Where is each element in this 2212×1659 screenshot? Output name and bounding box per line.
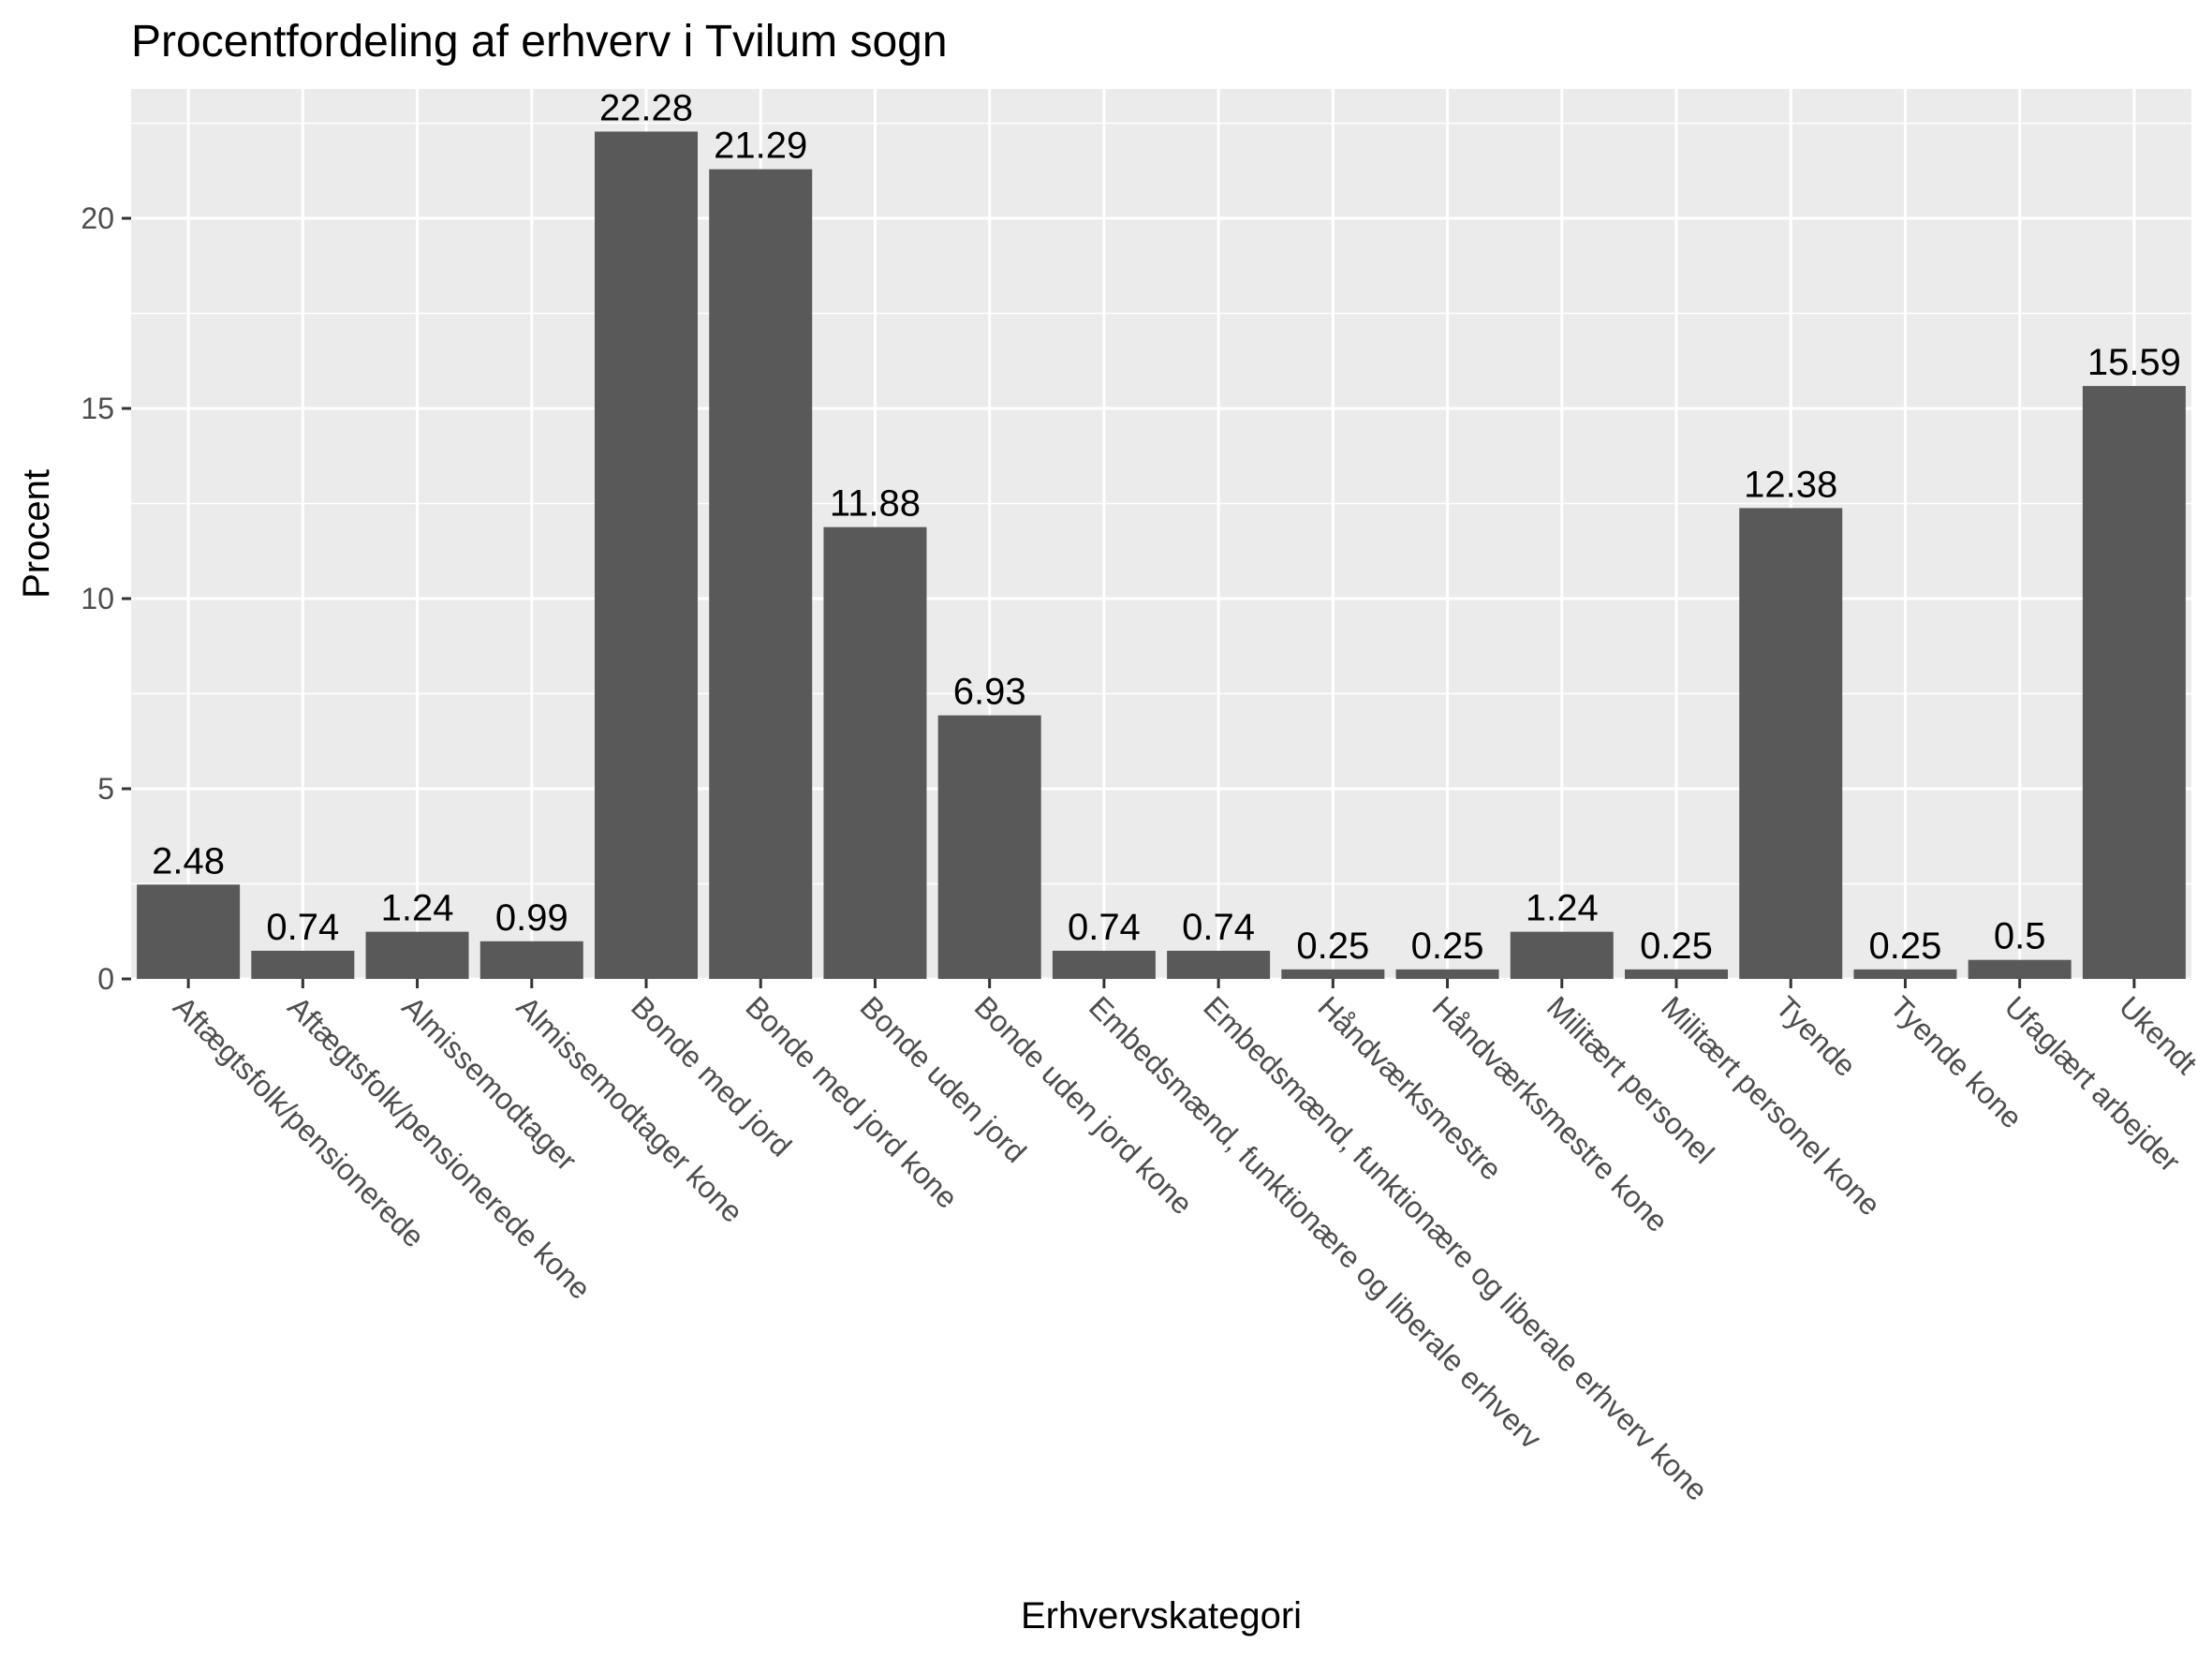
y-tick-label: 10	[81, 582, 114, 615]
y-axis: 0 5 10 15 20	[81, 201, 131, 996]
bar	[137, 884, 241, 979]
bar	[1167, 950, 1271, 979]
bar	[595, 131, 698, 979]
y-tick-label: 15	[81, 392, 114, 425]
data-labels: 2.48 0.74 1.24 0.99 22.28 21.29 11.88 6.93 0.74 0…	[152, 87, 2181, 966]
bar	[1625, 969, 1728, 979]
y-tick-label: 0	[97, 962, 114, 996]
x-tick-label: Bonde med jord kone	[739, 989, 965, 1215]
data-label: 1.24	[381, 888, 454, 929]
bar	[1395, 969, 1499, 979]
data-label: 0.74	[266, 907, 339, 948]
x-tick-label: Tyende	[1769, 989, 1863, 1083]
bar	[1739, 508, 1843, 979]
y-axis-title: Procent	[16, 469, 57, 599]
data-label: 12.38	[1744, 464, 1837, 505]
bar	[709, 169, 813, 979]
data-label: 21.29	[714, 126, 807, 167]
bar	[2082, 386, 2186, 980]
x-tick-label: Håndværksmestre kone	[1426, 989, 1675, 1238]
data-label: 0.74	[1068, 907, 1141, 948]
minor-gridlines	[131, 122, 2191, 885]
x-axis: Aftægtsfolk/pensioneredeAftægtsfolk/pens…	[167, 979, 2204, 1507]
data-label: 0.5	[1994, 916, 2046, 957]
data-label: 0.74	[1182, 907, 1255, 948]
bar	[1853, 969, 1957, 979]
data-label: 0.25	[1296, 926, 1369, 967]
bar	[1968, 959, 2072, 979]
data-label: 22.28	[599, 87, 693, 128]
y-tick-label: 5	[97, 772, 114, 806]
data-label: 1.24	[1526, 888, 1599, 929]
plot-panel	[131, 89, 2191, 979]
bar	[1281, 969, 1385, 979]
bar	[823, 526, 927, 979]
data-label: 0.25	[1411, 926, 1484, 967]
bar	[1510, 931, 1614, 979]
chart-title: Procentfordeling af erhverv i Tvilum sog…	[131, 17, 948, 67]
bar	[937, 715, 1041, 979]
data-label: 0.99	[495, 897, 568, 939]
x-tick-label: Almissemodtager kone	[510, 989, 750, 1229]
data-label: 2.48	[152, 840, 225, 881]
y-tick-label: 20	[81, 201, 114, 235]
x-axis-title: Erhvervskategori	[1021, 1595, 1302, 1637]
data-label: 0.25	[1640, 926, 1713, 967]
bars	[137, 131, 2186, 980]
bar	[1052, 950, 1156, 979]
bar	[251, 950, 355, 979]
x-tick-label: Militært personel kone	[1655, 989, 1887, 1222]
data-label: 0.25	[1869, 926, 1942, 967]
bar	[365, 931, 469, 979]
x-tick-label: Ukendt	[2113, 989, 2204, 1080]
data-label: 15.59	[2087, 342, 2181, 383]
bar	[479, 941, 583, 979]
x-tick-label: Bonde uden jord kone	[968, 989, 1200, 1221]
data-label: 6.93	[953, 672, 1026, 713]
data-label: 11.88	[830, 483, 921, 525]
